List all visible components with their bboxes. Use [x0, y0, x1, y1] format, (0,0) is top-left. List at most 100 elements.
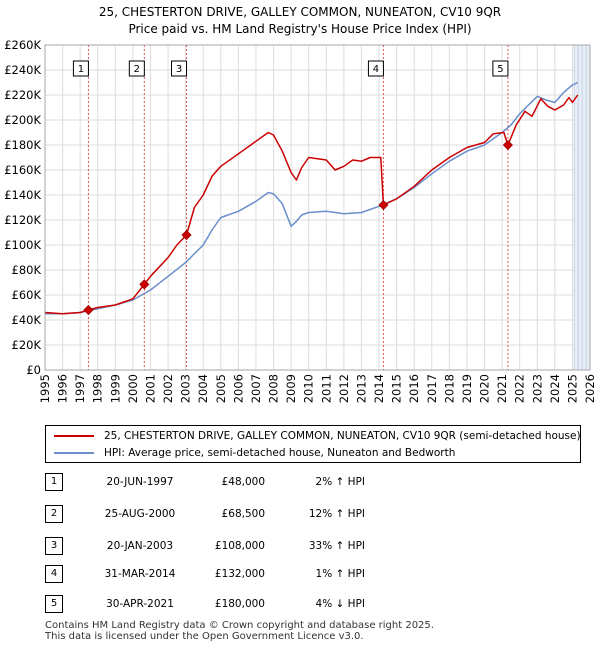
x-tick-label: 2024: [548, 374, 562, 403]
sale-point: [139, 279, 150, 290]
sale-number-badge: 5: [45, 595, 63, 613]
x-tick-label: 2025: [565, 374, 579, 403]
x-tick-label: 2026: [583, 374, 597, 403]
table-row: 3 20-JAN-2003 £108,000 33% ↑ HPI: [45, 536, 585, 556]
sale-date: 20-JAN-2003: [106, 540, 174, 552]
sale-number-box-frame: [367, 60, 384, 77]
sale-number-boxes: 1 2 3 4 5: [72, 60, 509, 77]
legend-swatch-hpi: [54, 452, 94, 454]
y-tick-label: £60K: [12, 288, 42, 302]
sale-number-box: 3: [171, 60, 188, 77]
x-tick-label: 1997: [73, 374, 87, 403]
axis-layer: £0 £20K £40K £60K £80K £100K £120K £140K £160K £1…: [4, 38, 597, 403]
x-tick-label: 2000: [126, 374, 140, 403]
x-tick-label: 2021: [495, 374, 509, 403]
sale-point: [83, 304, 94, 316]
sale-number-box-frame: [128, 60, 145, 77]
y-tick-label: £200K: [4, 113, 41, 127]
sale-number-box: 5: [492, 60, 509, 77]
sale-date: 25-AUG-2000: [104, 508, 176, 520]
sale-point: [502, 139, 513, 151]
sale-number-box-frame: [492, 60, 509, 77]
x-tick-label: 2007: [249, 374, 263, 403]
sale-number-box-label: 3: [176, 64, 182, 75]
y-tick-label: £0: [26, 363, 41, 377]
sale-number-box: 2: [128, 60, 145, 77]
sale-price: £108,000: [214, 540, 265, 552]
x-tick-label: 2008: [267, 374, 281, 403]
sale-hpi-diff: 2% ↑ HPI: [315, 476, 365, 488]
x-tick-label: 1995: [38, 374, 52, 403]
x-tick-label: 2004: [196, 374, 210, 403]
sale-date: 30-APR-2021: [106, 598, 174, 610]
title-line-1: 25, CHESTERTON DRIVE, GALLEY COMMON, NUN…: [98, 5, 502, 19]
y-tick-label: £180K: [4, 138, 41, 152]
x-tick-label: 2022: [513, 374, 527, 403]
y-tick-label: £100K: [4, 238, 41, 252]
sale-number-badge: 2: [45, 505, 63, 523]
x-tick-label: 2018: [442, 374, 456, 403]
footer-line-2: This data is licensed under the Open Gov…: [45, 631, 364, 642]
sale-number-box-label: 4: [373, 64, 379, 75]
table-row: 2 25-AUG-2000 £68,500 12% ↑ HPI: [45, 504, 585, 524]
table-row: 4 31-MAR-2014 £132,000 1% ↑ HPI: [45, 564, 585, 584]
chart-title: 25, CHESTERTON DRIVE, GALLEY COMMON, NUN…: [0, 4, 600, 38]
x-tick-label: 2015: [390, 374, 404, 403]
x-tick-label: 2002: [161, 374, 175, 403]
title-line-2: Price paid vs. HM Land Registry's House …: [128, 22, 472, 36]
legend-swatch-price-paid: [54, 435, 94, 437]
x-tick-label: 2017: [425, 374, 439, 403]
sale-hpi-diff: 12% ↑ HPI: [308, 508, 365, 520]
x-tick-label: 2009: [284, 374, 298, 403]
sale-hpi-diff: 4% ↓ HPI: [315, 598, 365, 610]
sale-price: £48,000: [221, 476, 265, 488]
forecast-shade-layer: [573, 45, 590, 370]
x-tick-label: 2014: [372, 374, 386, 403]
y-tick-label: £120K: [4, 213, 41, 227]
y-tick-label: £140K: [4, 188, 41, 202]
sale-point: [181, 229, 192, 241]
series-layer: [44, 81, 579, 315]
x-tick-label: 2011: [319, 374, 333, 403]
legend-item-price-paid: 25, CHESTERTON DRIVE, GALLEY COMMON, NUN…: [54, 428, 581, 444]
table-row: 1 20-JUN-1997 £48,000 2% ↑ HPI: [45, 472, 585, 492]
x-tick-label: 2010: [302, 374, 316, 403]
y-tick-label: £240K: [4, 63, 41, 77]
hpi-line: [45, 81, 579, 315]
footer: Contains HM Land Registry data © Crown c…: [45, 620, 434, 642]
y-tick-label: £20K: [12, 338, 42, 352]
sale-marker-lines: [87, 45, 509, 370]
footer-line-1: Contains HM Land Registry data © Crown c…: [45, 620, 434, 631]
x-tick-label: 2016: [407, 374, 421, 403]
sale-hpi-diff: 1% ↑ HPI: [315, 568, 365, 580]
sale-dots: [83, 139, 513, 316]
x-tick-label: 2013: [354, 374, 368, 403]
x-tick-label: 1996: [56, 374, 70, 403]
sale-point: [378, 199, 389, 211]
x-tick-label: 2001: [143, 374, 157, 403]
legend-label-price-paid: 25, CHESTERTON DRIVE, GALLEY COMMON, NUN…: [104, 430, 581, 442]
y-tick-label: £40K: [12, 313, 42, 327]
sale-date: 31-MAR-2014: [104, 568, 176, 580]
y-tick-label: £80K: [12, 263, 42, 277]
sale-number-box: 1: [72, 60, 89, 77]
sale-number-box-label: 1: [78, 64, 84, 75]
legend-item-hpi: HPI: Average price, semi-detached house,…: [54, 445, 455, 461]
sale-number-box-label: 2: [134, 64, 140, 75]
sale-number-badge: 3: [45, 537, 63, 555]
x-tick-label: 2020: [478, 374, 492, 403]
legend-label-hpi: HPI: Average price, semi-detached house,…: [104, 447, 456, 459]
x-tick-label: 1999: [108, 374, 122, 403]
sale-number-box-frame: [72, 60, 89, 77]
sale-price: £68,500: [221, 508, 265, 520]
y-tick-label: £260K: [4, 38, 41, 52]
x-tick-label: 2019: [460, 374, 474, 403]
sale-hpi-diff: 33% ↑ HPI: [308, 540, 365, 552]
x-tick-label: 1998: [91, 374, 105, 403]
sale-number-box: 4: [367, 60, 384, 77]
x-tick-label: 2023: [530, 374, 544, 403]
x-tick-label: 2003: [179, 374, 193, 403]
y-tick-label: £160K: [4, 163, 41, 177]
price-paid-line: [44, 94, 579, 315]
